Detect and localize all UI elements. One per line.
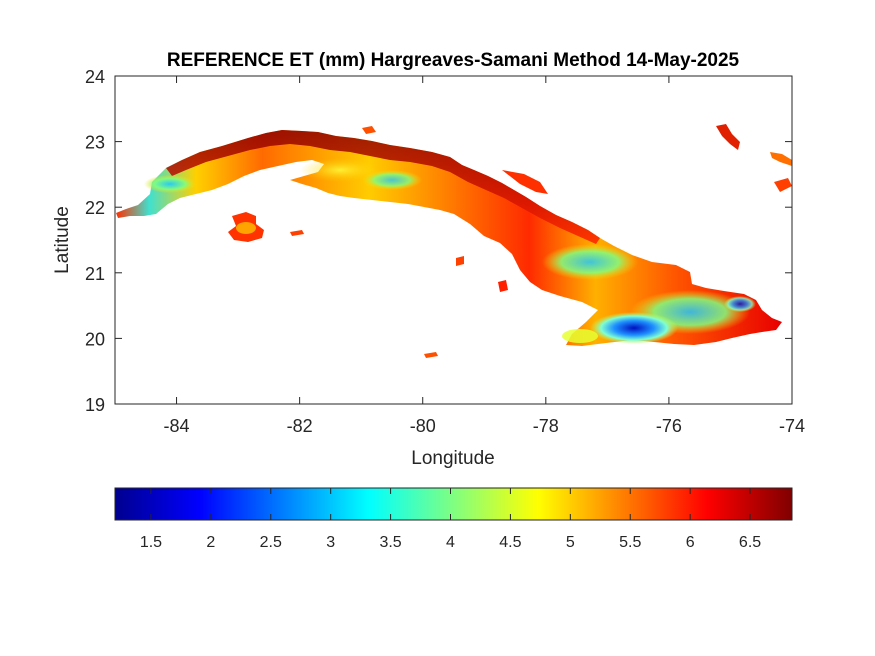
colorbar-tick-label: 4: [446, 534, 455, 551]
cay-1: [290, 230, 304, 236]
x-tick-label: -84: [164, 416, 190, 436]
cay-2: [498, 280, 508, 292]
east-blue-patch: [724, 296, 756, 312]
x-tick-label: -80: [410, 416, 436, 436]
y-tick-label: 23: [85, 133, 105, 153]
cay-4: [502, 170, 548, 194]
map-axes-box: [114, 75, 793, 405]
y-axis-label: Latitude: [52, 206, 73, 274]
map-data-layer: [116, 124, 792, 358]
colorbar-ticks: 1.5 2 2.5 3 3.5 4 4.5 5 5.5 6 6.5: [140, 488, 761, 551]
colorbar-tick-label: 3.5: [379, 534, 401, 551]
central-yellow-patch: [300, 158, 380, 182]
x-tick-label: -76: [656, 416, 682, 436]
y-tick-label: 22: [85, 198, 105, 218]
north-coast-band: [166, 130, 600, 244]
x-tick-label: -74: [779, 416, 805, 436]
y-tick-label: 20: [85, 329, 105, 349]
x-axis-label: Longitude: [411, 448, 494, 469]
colorbar-tick-label: 3: [326, 534, 335, 551]
isla-inner: [236, 222, 256, 234]
bahamas-island-1: [716, 124, 740, 150]
bahamas-island-3: [774, 178, 792, 192]
southwest-yellow-patch: [562, 329, 598, 343]
colorbar-tick-label: 2.5: [260, 534, 282, 551]
east-central-patch: [542, 244, 638, 280]
sierra-maestra-low: [590, 312, 678, 344]
cay-5: [362, 126, 376, 134]
west-cool-patch: [144, 175, 196, 193]
colorbar-tick-label: 2: [206, 534, 215, 551]
x-tick-label: -78: [533, 416, 559, 436]
colorbar-tick-label: 5: [566, 534, 575, 551]
cay-6: [456, 256, 464, 266]
central-cool-patch: [362, 170, 422, 190]
chart-title: REFERENCE ET (mm) Hargreaves-Samani Meth…: [167, 50, 740, 71]
cuba-main-island: [116, 130, 782, 346]
colorbar-tick-label: 6.5: [739, 534, 761, 551]
y-axis-ticks: 19 20 21 22 23 24: [85, 67, 792, 415]
bahamas-island-2: [770, 152, 792, 166]
y-tick-label: 21: [85, 264, 105, 284]
cay-3: [424, 352, 438, 358]
y-tick-label: 24: [85, 67, 105, 87]
colorbar-tick-label: 5.5: [619, 534, 641, 551]
colorbar: [114, 487, 793, 521]
colorbar-tick-label: 4.5: [499, 534, 521, 551]
x-tick-label: -82: [287, 416, 313, 436]
colorbar-tick-label: 1.5: [140, 534, 162, 551]
x-axis-ticks: -84 -82 -80 -78 -76 -74: [164, 76, 805, 436]
colorbar-tick-label: 6: [686, 534, 695, 551]
y-tick-label: 19: [85, 395, 105, 415]
